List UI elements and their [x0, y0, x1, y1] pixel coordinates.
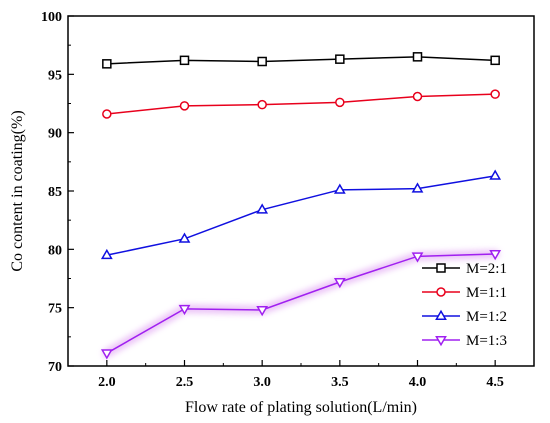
data-point	[412, 91, 423, 102]
data-point	[256, 306, 269, 317]
data-point	[179, 101, 190, 111]
series-m-1-3	[100, 250, 502, 360]
series-m-2-1	[102, 52, 500, 69]
data-point	[178, 304, 191, 316]
y-axis-title: Co content in coating(%)	[9, 110, 26, 271]
x-tick-label: 3.5	[331, 375, 349, 390]
data-point	[256, 203, 269, 214]
x-tick-label: 2.5	[176, 375, 194, 390]
legend-marker	[436, 263, 446, 273]
x-tick-label: 4.5	[486, 375, 504, 390]
series-m-1-1	[102, 89, 500, 119]
data-point	[335, 97, 345, 108]
legend-label: M=1:3	[466, 333, 507, 349]
legend-label: M=1:1	[466, 285, 507, 301]
legend-item: M=1:1	[422, 285, 507, 301]
x-axis: 2.0 2.5 3.0 3.5 4.0 4.5	[98, 360, 504, 390]
data-point	[178, 232, 191, 243]
data-point	[333, 278, 346, 289]
series-m-1-2	[100, 169, 502, 260]
y-tick-label: 80	[48, 243, 62, 258]
plot-area-frame	[67, 15, 535, 367]
legend-marker	[435, 309, 447, 320]
x-tick-label: 2.0	[98, 375, 116, 390]
data-point	[489, 250, 502, 261]
legend-marker	[436, 287, 446, 297]
y-tick-label: 100	[41, 10, 62, 25]
legend-label: M=2:1	[466, 261, 507, 277]
data-point	[490, 55, 500, 66]
data-point	[102, 109, 112, 119]
x-tick-label: 3.0	[253, 375, 271, 390]
y-tick-label: 95	[48, 68, 62, 83]
data-point	[412, 52, 423, 62]
legend-marker	[435, 336, 447, 347]
data-point	[257, 99, 267, 110]
data-point	[490, 89, 500, 99]
series-line	[106, 56, 496, 65]
legend-item: M=2:1	[422, 261, 507, 277]
y-tick-label: 85	[48, 185, 62, 200]
y-tick-label: 75	[48, 302, 62, 317]
data-point	[489, 169, 502, 180]
series-layer	[100, 52, 502, 360]
data-point	[333, 183, 346, 194]
series-line	[106, 175, 496, 256]
data-point	[100, 349, 113, 360]
series-line	[106, 253, 496, 354]
legend-label: M=1:2	[466, 309, 507, 325]
legend-item: M=1:2	[422, 309, 507, 325]
data-point	[100, 248, 113, 260]
legend-item: M=1:3	[422, 333, 507, 349]
x-axis-title: Flow rate of plating solution(L/min)	[185, 399, 417, 416]
y-tick-label: 70	[48, 360, 62, 375]
data-point	[411, 252, 424, 263]
data-point	[411, 182, 424, 193]
data-point	[257, 56, 267, 67]
legend: M=2:1 M=1:1 M=1:2 M=1:3	[422, 261, 507, 349]
x-tick-label: 4.0	[409, 375, 427, 390]
series-line	[106, 93, 496, 115]
data-point	[179, 55, 190, 66]
data-point	[102, 59, 112, 69]
y-axis: 70 75 80 85 90 95 100	[41, 10, 74, 375]
y-tick-label: 90	[48, 127, 62, 142]
data-point	[335, 54, 345, 64]
